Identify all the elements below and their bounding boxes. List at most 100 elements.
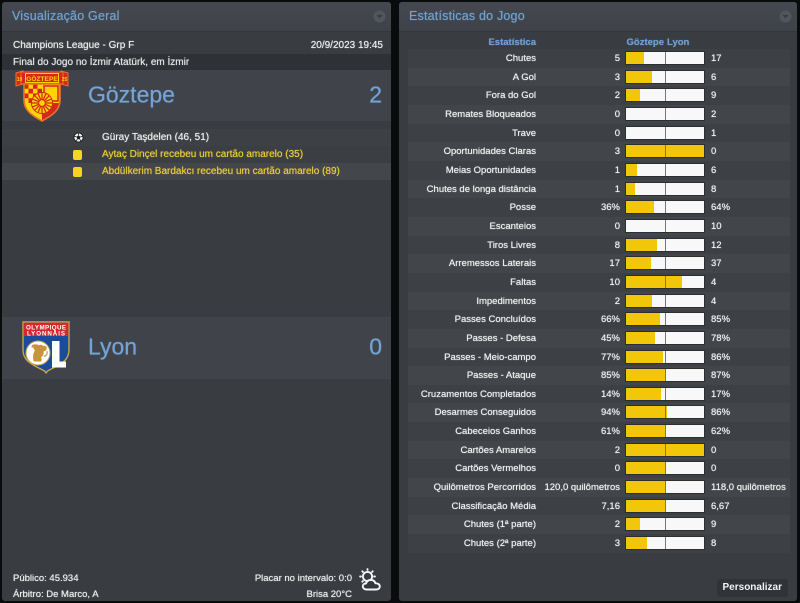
event-text[interactable]: Aytaç Dinçel recebeu um cartão amarelo (… (102, 149, 304, 160)
stat-bar (625, 88, 705, 103)
stat-row[interactable]: Passes Concluídos 66% 85% (408, 310, 790, 329)
home-column-header[interactable]: Göztepe (626, 37, 664, 48)
away-team-crest: OLYMPIQUE LYONNAIS (21, 320, 71, 376)
stat-away-value: 0 (711, 463, 717, 475)
stat-row[interactable]: Quilômetros Percorridos 120,0 quilômetros… (408, 478, 790, 497)
stat-label: Cartões Vermelhos (455, 463, 536, 475)
stat-row[interactable]: Faltas 10 4 (408, 272, 790, 292)
stat-label: Trave (512, 127, 536, 139)
stat-bar (625, 237, 705, 252)
stat-bar-center-divider (665, 387, 666, 400)
stat-bar-center-divider (665, 275, 666, 288)
stat-bar-center-divider (665, 331, 666, 344)
stat-row[interactable]: Arremessos Laterais 17 37 (408, 254, 790, 273)
panel-menu-button[interactable] (779, 10, 792, 23)
stat-row[interactable]: Impedimentos 2 4 (408, 291, 790, 311)
stats-panel-title: Estatísticas do Jogo (409, 9, 525, 23)
chevron-down-circle-icon (779, 10, 792, 23)
stat-row[interactable]: Passes - Defesa 45% 78% (408, 328, 790, 348)
stat-row[interactable]: Cartões Vermelhos 0 0 (408, 459, 790, 479)
stat-bar (625, 144, 705, 159)
stat-bar-home-fill (626, 89, 641, 102)
stat-label: Chutes (2ª parte) (463, 538, 536, 550)
stat-label: Cartões Amarelos (460, 444, 536, 456)
stat-label: Cabeceios Ganhos (455, 426, 536, 438)
home-team-name[interactable]: Göztepe (88, 80, 175, 107)
home-team-score: 2 (369, 80, 382, 107)
stat-home-value: 36% (600, 202, 620, 214)
stat-row[interactable]: Remates Bloqueados 0 2 (408, 104, 790, 124)
stat-bar-center-divider (665, 350, 666, 363)
stat-row[interactable]: Escanteios 0 10 (408, 216, 790, 236)
stat-row[interactable]: Chutes 5 17 (408, 49, 790, 68)
stat-bar-home-fill (626, 462, 665, 475)
stat-row[interactable]: Passes - Meio-campo 77% 86% (408, 347, 790, 367)
stat-home-value: 61% (600, 426, 620, 438)
stat-row[interactable]: Passes - Ataque 85% 87% (408, 366, 790, 385)
stat-label: Chutes (505, 53, 536, 64)
stat-away-value: 9 (711, 90, 717, 102)
panel-menu-button[interactable] (373, 10, 386, 23)
stat-row[interactable]: Chutes de longa distância 1 8 (408, 179, 790, 199)
stat-row[interactable]: Chutes (1ª parte) 2 9 (408, 515, 790, 535)
stat-row[interactable]: Meias Oportunidades 1 6 (408, 160, 790, 180)
stat-row[interactable]: Chutes (2ª parte) 3 8 (408, 534, 790, 553)
overview-panel-title: Visualização Geral (12, 9, 120, 23)
stat-bar-center-divider (665, 313, 666, 326)
stat-away-value: 4 (711, 276, 717, 288)
stat-bar-center-divider (665, 518, 666, 531)
stat-home-value: 0 (614, 220, 620, 232)
stat-home-value: 77% (600, 351, 620, 363)
stat-home-value: 2 (614, 90, 620, 102)
stat-bar-center-divider (665, 425, 666, 438)
stat-home-value: 8 (614, 239, 620, 251)
stat-row[interactable]: Cabeceios Ganhos 61% 62% (408, 422, 790, 441)
stat-label: Remates Bloqueados (445, 108, 536, 120)
stat-label: Passes - Ataque (466, 370, 536, 382)
stat-home-value: 5 (614, 53, 620, 64)
stat-home-value: 3 (614, 71, 620, 83)
stat-away-value: 0 (711, 444, 717, 456)
match-event-row: Abdülkerim Bardakcı recebeu um cartão am… (2, 163, 391, 180)
stat-row[interactable]: Fora do Gol 2 9 (408, 86, 790, 105)
stat-bar-center-divider (665, 126, 666, 139)
stat-row[interactable]: Desarmes Conseguidos 94% 86% (408, 403, 790, 423)
customize-button[interactable]: Personalizar (716, 579, 788, 597)
stat-bar-center-divider (665, 182, 666, 195)
stat-bar-center-divider (665, 52, 666, 64)
match-events-list: Güray Taşdelen (46, 51) Aytaç Dinçel rece… (2, 129, 391, 180)
stat-row[interactable]: Oportunidades Claras 3 0 (408, 142, 790, 161)
stat-bar-center-divider (665, 238, 666, 251)
away-column-header[interactable]: Lyon (667, 37, 690, 48)
goal-ball-icon (73, 132, 84, 143)
stat-row[interactable]: A Gol 3 6 (408, 67, 790, 87)
stat-label: Passes - Meio-campo (444, 351, 536, 363)
stat-label: Quilômetros Percorridos (433, 482, 536, 494)
stat-label: A Gol (512, 71, 536, 83)
stat-away-value: 6 (711, 164, 717, 176)
match-event-row: Güray Taşdelen (46, 51) (2, 129, 391, 146)
stat-row[interactable]: Posse 36% 64% (408, 198, 790, 217)
match-event-row: Aytaç Dinçel recebeu um cartão amarelo (… (2, 146, 391, 163)
stat-away-value: 85% (711, 314, 731, 326)
event-text[interactable]: Abdülkerim Bardakcı recebeu um cartão am… (102, 166, 340, 177)
away-team-name[interactable]: Lyon (88, 333, 138, 360)
stat-away-value: 6 (711, 71, 717, 83)
stat-row[interactable]: Cruzamentos Completados 14% 17% (408, 384, 790, 404)
stats-column-headers: Estatística Göztepe Lyon (399, 37, 797, 49)
stat-row[interactable]: Classificação Média 7,16 6,67 (408, 496, 790, 516)
stat-label: Escanteios (489, 220, 536, 232)
stat-bar-home-fill (626, 481, 666, 494)
halftime-score-label: Placar no intervalo: 0:0 (254, 573, 352, 584)
stat-bar-home-fill (626, 182, 635, 195)
stat-bar-home-fill (626, 201, 655, 214)
stat-bar-home-fill (626, 537, 648, 550)
stat-bar-home-fill (626, 331, 655, 344)
event-text[interactable]: Güray Taşdelen (46, 51) (102, 132, 210, 143)
stat-label: Passes - Defesa (466, 332, 536, 344)
stat-row[interactable]: Cartões Amarelos 2 0 (408, 440, 790, 460)
stat-bar-home-fill (626, 238, 658, 251)
stat-label: Arremessos Laterais (448, 258, 536, 270)
stat-row[interactable]: Tiros Livres 8 12 (408, 235, 790, 255)
stat-row[interactable]: Trave 0 1 (408, 123, 790, 143)
